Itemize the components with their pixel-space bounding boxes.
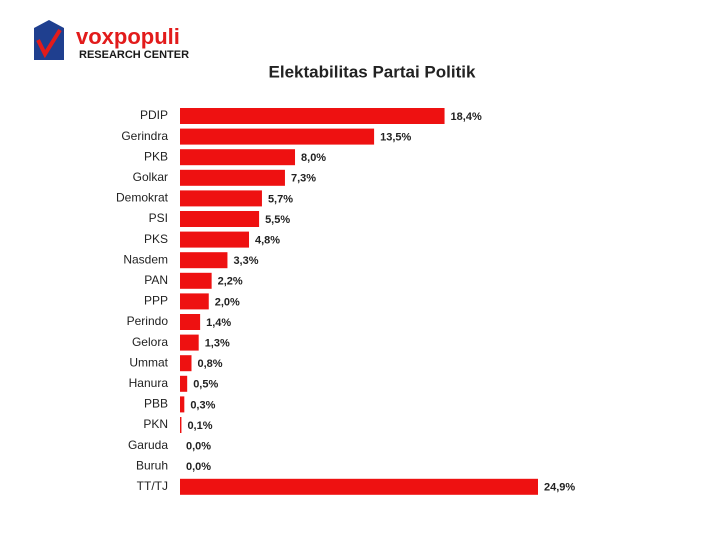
value-label: 4,8% — [255, 235, 280, 247]
bar — [180, 149, 296, 166]
category-label: PPP — [144, 294, 168, 308]
value-label: 0,5% — [193, 379, 218, 391]
value-label: 2,2% — [218, 276, 243, 288]
bar — [180, 293, 209, 310]
bar — [180, 478, 538, 495]
value-label: 8,0% — [301, 152, 326, 164]
bar — [180, 375, 188, 392]
value-label: 5,5% — [265, 214, 290, 226]
value-label: 2,0% — [215, 296, 240, 308]
logo-check — [36, 28, 62, 59]
value-label: 0,0% — [186, 461, 211, 473]
bar — [180, 190, 262, 207]
category-label: Gerindra — [121, 129, 168, 143]
value-label: 5,7% — [268, 193, 293, 205]
bar — [180, 314, 201, 330]
category-label: PKB — [144, 149, 168, 163]
category-label: Demokrat — [116, 191, 169, 205]
bar — [180, 396, 185, 413]
category-label: PDIP — [140, 108, 168, 122]
category-label: Ummat — [129, 355, 168, 369]
bar — [180, 231, 250, 248]
category-label: Buruh — [136, 458, 168, 472]
value-label: 0,1% — [187, 420, 212, 432]
logo-subtitle: RESEARCH CENTER — [79, 49, 189, 61]
bar — [180, 169, 285, 186]
category-label: PKS — [144, 232, 168, 246]
bar — [180, 417, 182, 433]
chart-title: Elektabilitas Partai Politik — [269, 62, 476, 81]
bar — [180, 272, 212, 289]
value-label: 24,9% — [544, 482, 575, 494]
value-label: 0,3% — [190, 399, 215, 411]
bar — [180, 252, 228, 269]
logo-name: voxpopuli — [76, 24, 180, 49]
value-label: 13,5% — [380, 132, 411, 144]
value-label: 0,8% — [198, 358, 223, 370]
category-label: Golkar — [133, 170, 168, 184]
bar — [180, 108, 445, 124]
category-label: TT/TJ — [137, 479, 168, 493]
category-label: PSI — [149, 211, 168, 225]
category-label: PBB — [144, 397, 168, 411]
category-label: PAN — [144, 273, 168, 287]
category-label: Perindo — [127, 314, 169, 328]
bar — [180, 355, 192, 372]
category-label: Gelora — [132, 335, 168, 349]
bar — [180, 211, 260, 227]
value-label: 7,3% — [291, 173, 316, 185]
bar — [180, 128, 375, 145]
category-label: Garuda — [128, 438, 168, 452]
value-label: 18,4% — [451, 111, 482, 123]
logo-roof — [34, 20, 64, 28]
bar — [180, 334, 199, 351]
value-label: 0,0% — [186, 441, 211, 453]
value-label: 1,4% — [206, 317, 231, 329]
value-label: 1,3% — [205, 338, 230, 350]
category-label: Hanura — [129, 376, 169, 390]
value-label: 3,3% — [233, 255, 258, 267]
category-label: Nasdem — [123, 252, 168, 266]
logo: voxpopuli RESEARCH CENTER — [34, 20, 189, 61]
category-label: PKN — [143, 417, 168, 431]
